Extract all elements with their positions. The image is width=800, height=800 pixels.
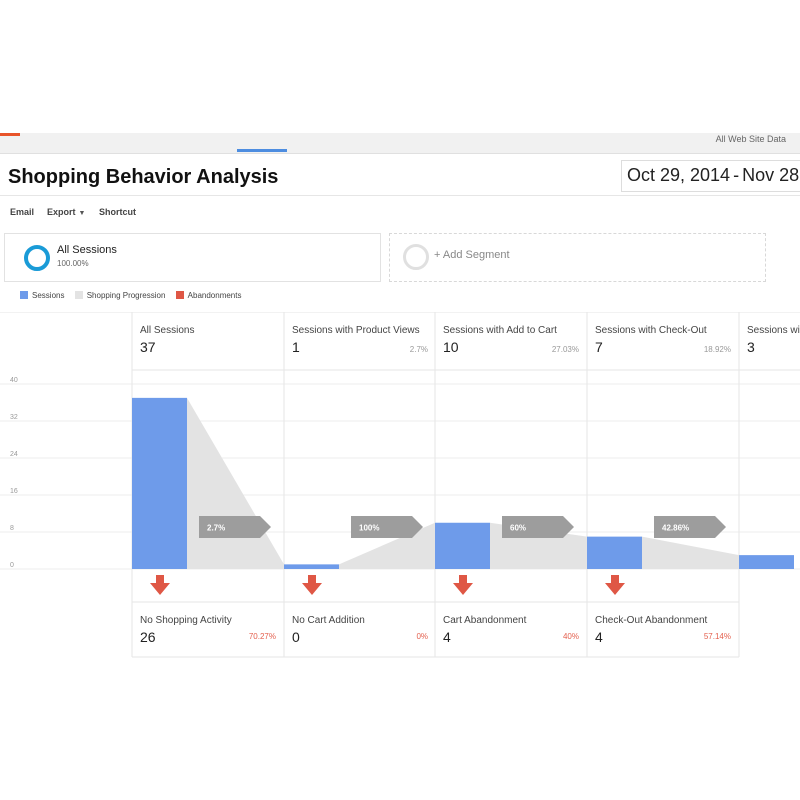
active-tab-indicator (237, 149, 287, 152)
stage-percent: 18.92% (703, 345, 731, 354)
export-label: Export (47, 207, 76, 217)
abandonment-arrow-icon (150, 575, 170, 595)
stage-header[interactable]: Sessions with Add to Cart 10 27.03% (435, 312, 587, 370)
stage-value: 37 (140, 339, 156, 355)
abandonment-value: 4 (595, 629, 603, 645)
date-range-picker[interactable]: Oct 29, 2014- Nov 28 (621, 160, 800, 192)
abandonment-arrow-icon (605, 575, 625, 595)
stage-percent: 2.7% (409, 345, 428, 354)
progression-label: 100% (359, 524, 379, 533)
y-tick-label: 40 (10, 377, 18, 384)
stage-value: 1 (292, 339, 300, 355)
abandonment-value: 4 (443, 629, 451, 645)
legend-label: Sessions (32, 291, 65, 300)
empty-segment-ring-icon (403, 244, 429, 270)
progression-flow (642, 536, 739, 569)
progression-arrow (199, 516, 271, 538)
abandonment-value: 0 (292, 629, 300, 645)
page-title: Shopping Behavior Analysis (8, 166, 279, 188)
abandonment-cell[interactable]: No Cart Addition 0 0% (284, 602, 436, 658)
abandonment-percent: 57.14% (703, 632, 731, 641)
segment-name: All Sessions (57, 244, 117, 256)
session-bar (587, 536, 642, 569)
stage-header[interactable]: Sessions wi 3 (739, 312, 800, 370)
segment-percent: 100.00% (57, 259, 89, 268)
legend-label: Abandonments (187, 291, 242, 300)
y-tick-label: 8 (10, 525, 14, 532)
abandonment-arrow-icon (302, 575, 322, 595)
y-tick-label: 24 (10, 451, 18, 458)
abandonment-name: No Cart Addition (292, 615, 365, 626)
stage-name: Sessions with Check-Out (595, 325, 707, 336)
stage-name: Sessions with Product Views (292, 325, 420, 336)
export-button[interactable]: Export ▼ (47, 207, 85, 217)
stage-value: 3 (747, 339, 755, 355)
stage-value: 10 (443, 339, 459, 355)
shortcut-button[interactable]: Shortcut (99, 207, 136, 217)
date-separator: - (733, 165, 740, 185)
stage-header[interactable]: All Sessions 37 (132, 312, 284, 370)
y-tick-label: 32 (10, 414, 18, 421)
stage-value: 7 (595, 339, 603, 355)
session-bar (284, 564, 339, 569)
abandonment-percent: 40% (562, 632, 579, 641)
abandonment-percent: 0% (416, 632, 428, 641)
stage-header[interactable]: Sessions with Check-Out 7 18.92% (587, 312, 739, 370)
swatch-icon (20, 291, 28, 299)
report-toolbar: Email Export ▼ Shortcut (0, 195, 800, 227)
legend-label: Shopping Progression (86, 291, 166, 300)
abandonment-name: No Shopping Activity (140, 615, 232, 626)
progression-arrow (351, 516, 423, 538)
progression-arrow (502, 516, 574, 538)
progression-label: 2.7% (207, 524, 225, 533)
date-start: Oct 29, 2014 (627, 165, 731, 185)
abandonment-value: 26 (140, 629, 156, 645)
stage-name: All Sessions (140, 325, 195, 336)
brand-logo[interactable] (0, 133, 20, 136)
chart-legend: Sessions Shopping Progression Abandonmen… (20, 291, 249, 300)
abandonment-cell[interactable]: Cart Abandonment 4 40% (435, 602, 587, 658)
legend-progression: Shopping Progression (74, 291, 166, 300)
top-nav-bar: All Web Site Data (0, 133, 800, 154)
segment-ring-icon (24, 245, 50, 271)
stage-name: Sessions with Add to Cart (443, 325, 557, 336)
session-bar (435, 522, 490, 569)
stage-percent: 27.03% (551, 345, 579, 354)
stage-name: Sessions wi (747, 325, 800, 336)
legend-abandonments: Abandonments (175, 291, 242, 300)
y-tick-label: 16 (10, 488, 18, 495)
progression-label: 42.86% (662, 524, 689, 533)
progression-label: 60% (510, 524, 526, 533)
abandonment-name: Check-Out Abandonment (595, 615, 708, 626)
email-button[interactable]: Email (10, 207, 35, 217)
abandonment-cell[interactable]: Check-Out Abandonment 4 57.14% (587, 602, 739, 658)
caret-down-icon: ▼ (78, 210, 86, 217)
session-bar (739, 555, 794, 569)
add-segment-label: + Add Segment (434, 249, 510, 261)
abandonment-arrow-icon (453, 575, 473, 595)
abandonment-name: Cart Abandonment (443, 615, 527, 626)
y-tick-label: 0 (10, 562, 14, 569)
abandonment-cell[interactable]: No Shopping Activity 26 70.27% (132, 602, 284, 658)
segment-all-sessions[interactable]: All Sessions 100.00% (4, 233, 381, 282)
swatch-icon (175, 291, 184, 299)
swatch-icon (74, 291, 83, 299)
stage-header[interactable]: Sessions with Product Views 1 2.7% (284, 312, 436, 370)
legend-sessions: Sessions (20, 291, 64, 300)
date-end: Nov 28 (742, 165, 800, 185)
add-segment-button[interactable]: + Add Segment (389, 233, 766, 282)
account-selector[interactable]: All Web Site Data (715, 134, 786, 144)
session-bar (132, 397, 187, 569)
funnel-chart: 0 8 16 24 32 40 2.7% 100% 60% 42.86% All Sessions… (0, 312, 800, 658)
abandonment-percent: 70.27% (248, 632, 276, 641)
progression-arrow (654, 516, 726, 538)
progression-flow (187, 397, 284, 569)
